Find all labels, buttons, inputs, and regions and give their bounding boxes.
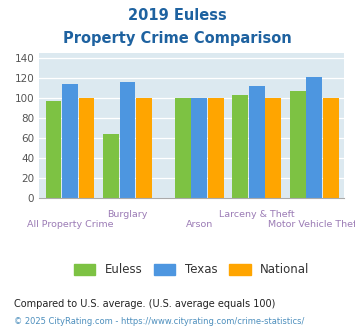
Bar [249, 86, 264, 198]
Bar [78, 98, 94, 198]
Bar [175, 98, 191, 198]
Bar [120, 82, 135, 198]
Bar [323, 98, 339, 198]
Text: © 2025 CityRating.com - https://www.cityrating.com/crime-statistics/: © 2025 CityRating.com - https://www.city… [14, 317, 305, 326]
Bar [232, 95, 248, 198]
Text: Burglary: Burglary [107, 210, 148, 219]
Text: 2019 Euless: 2019 Euless [128, 8, 227, 23]
Bar [103, 134, 119, 198]
Bar [290, 91, 306, 198]
Text: Property Crime Comparison: Property Crime Comparison [63, 31, 292, 46]
Bar [191, 98, 207, 198]
Bar [208, 98, 224, 198]
Text: Motor Vehicle Theft: Motor Vehicle Theft [268, 220, 355, 229]
Text: Larceny & Theft: Larceny & Theft [219, 210, 295, 219]
Text: Arson: Arson [186, 220, 213, 229]
Bar [45, 101, 61, 198]
Legend: Euless, Texas, National: Euless, Texas, National [74, 263, 310, 276]
Bar [265, 98, 281, 198]
Bar [62, 84, 78, 198]
Text: All Property Crime: All Property Crime [27, 220, 113, 229]
Bar [306, 77, 322, 198]
Bar [136, 98, 152, 198]
Text: Compared to U.S. average. (U.S. average equals 100): Compared to U.S. average. (U.S. average … [14, 299, 275, 309]
